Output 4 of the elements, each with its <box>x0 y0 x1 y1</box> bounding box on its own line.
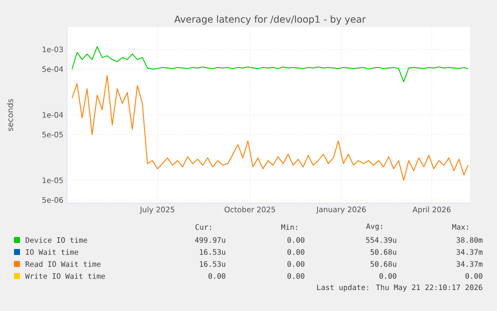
chart-title: Average latency for /dev/loop1 - by year <box>174 15 366 25</box>
line-series <box>72 75 468 181</box>
line-series <box>72 46 468 82</box>
y-axis-title: seconds <box>6 99 14 131</box>
